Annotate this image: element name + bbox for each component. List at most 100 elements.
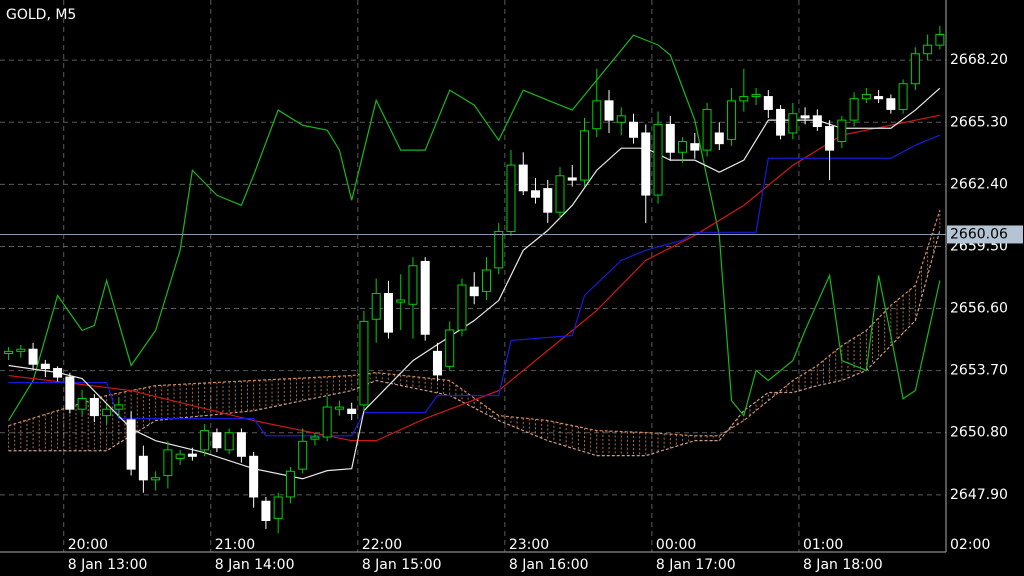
x-date-label: 8 Jan 13:00 — [68, 557, 148, 573]
candle-body — [727, 100, 737, 140]
y-tick-label: 2665.30 — [950, 114, 1008, 130]
candle-body — [285, 470, 295, 498]
x-tick-label: 20:00 — [68, 537, 108, 553]
x-date-label: 8 Jan 15:00 — [362, 557, 442, 573]
candle-body — [102, 408, 112, 417]
candle-body — [126, 419, 136, 470]
candle-body — [604, 100, 614, 121]
candle-body — [383, 293, 393, 333]
x-date-label: 8 Jan 18:00 — [803, 557, 883, 573]
candle-body — [825, 126, 835, 151]
x-date-label: 8 Jan 17:00 — [656, 557, 736, 573]
y-tick-label: 2656.60 — [950, 301, 1008, 317]
candle-body — [445, 329, 455, 367]
current-price-label: 2660.06 — [950, 226, 1008, 242]
candle-body — [16, 348, 26, 352]
candle-body — [935, 33, 945, 46]
candle-body — [788, 113, 798, 134]
candle-body — [580, 130, 590, 181]
candle-body — [65, 376, 75, 410]
candle-body — [298, 440, 308, 470]
candle-body — [396, 299, 406, 303]
y-tick-label: 2650.80 — [950, 425, 1008, 441]
x-date-label: 8 Jan 14:00 — [215, 557, 295, 573]
candle-body — [310, 436, 320, 440]
candle-body — [481, 269, 491, 292]
x-date-label: 8 Jan 16:00 — [509, 557, 589, 573]
x-tick-label: 21:00 — [215, 537, 255, 553]
candle-body — [861, 93, 871, 100]
candle-body — [555, 175, 565, 213]
indicator-line — [8, 34, 941, 421]
candle-body — [114, 404, 124, 410]
x-tick-label: 01:00 — [803, 537, 843, 553]
candle-body — [261, 500, 271, 522]
candle-body — [837, 119, 847, 143]
candle-body — [420, 260, 430, 335]
candle-body — [151, 477, 161, 481]
candle-body — [4, 350, 14, 355]
candle-body — [592, 100, 602, 130]
candle-body — [874, 96, 884, 100]
candle-body — [359, 320, 369, 406]
candle-body — [89, 397, 99, 417]
candle-body — [212, 432, 222, 449]
candle-body — [236, 432, 246, 457]
candle-body — [175, 453, 185, 459]
candle-body — [200, 430, 210, 451]
grid — [0, 0, 946, 552]
x-tick-label: 22:00 — [362, 537, 402, 553]
y-tick-label: 2662.40 — [950, 176, 1008, 192]
candle-body — [653, 123, 663, 196]
candle-body — [432, 350, 442, 376]
candle-body — [138, 455, 148, 481]
candle-body — [665, 123, 675, 153]
candle-body — [800, 115, 810, 119]
candle-body — [371, 293, 381, 320]
candle-body — [530, 190, 540, 198]
candle-body — [77, 397, 87, 410]
candle-body — [224, 432, 234, 451]
indicator-line — [8, 134, 941, 437]
candle-body — [763, 96, 773, 110]
candle-body — [40, 363, 50, 369]
candle-body — [53, 367, 63, 378]
candle-body — [751, 93, 761, 98]
candle-body — [616, 115, 626, 123]
candle-body — [886, 98, 896, 110]
candle-body — [567, 177, 577, 181]
candle-body — [187, 453, 197, 457]
y-tick-label: 2647.90 — [950, 487, 1008, 503]
candle-body — [812, 115, 822, 128]
candle-body — [739, 96, 749, 102]
x-tick-label: 02:00 — [950, 537, 990, 553]
candle-body — [163, 449, 173, 477]
candle-body — [923, 44, 933, 55]
candle-body — [408, 265, 418, 305]
candle-body — [910, 53, 920, 85]
candle-body — [28, 348, 38, 365]
current-price-box — [947, 225, 1023, 244]
candle-body — [776, 108, 786, 136]
candle-body — [249, 455, 259, 498]
candle-body — [898, 83, 908, 110]
candle-body — [334, 406, 344, 410]
candle-body — [641, 132, 651, 196]
candle-body — [678, 141, 688, 153]
candle-body — [322, 406, 332, 438]
candle-body — [494, 230, 504, 269]
x-tick-label: 23:00 — [509, 537, 549, 553]
candle-body — [543, 188, 553, 213]
candle-body — [457, 284, 467, 331]
candles — [4, 25, 945, 534]
candle-body — [469, 286, 479, 297]
candle-body — [849, 98, 859, 121]
candle-body — [506, 164, 516, 232]
x-tick-label: 00:00 — [656, 537, 696, 553]
candle-body — [714, 132, 724, 145]
candle-body — [347, 408, 357, 414]
